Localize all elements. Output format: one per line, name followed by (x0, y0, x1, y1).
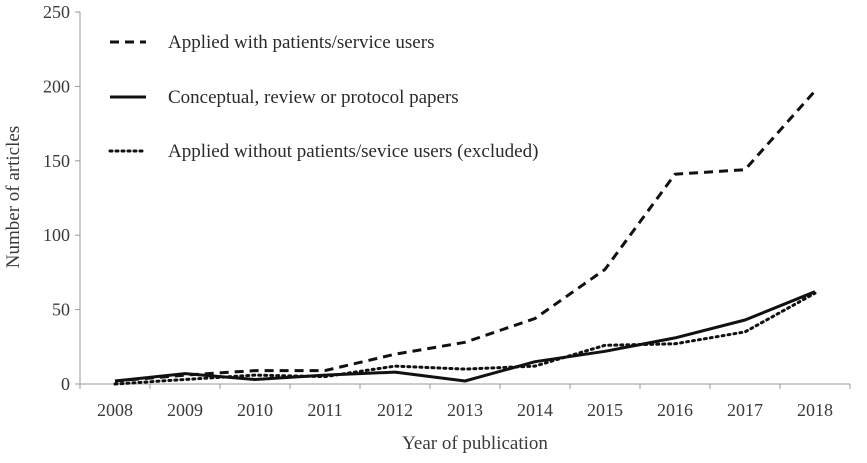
y-tick-label: 100 (43, 225, 70, 245)
x-tick-label: 2009 (167, 400, 203, 420)
y-tick-label: 50 (52, 300, 70, 320)
y-tick-label: 250 (43, 2, 70, 22)
x-tick-label: 2016 (657, 400, 693, 420)
y-tick-label: 200 (43, 76, 70, 96)
legend: Applied with patients/service users Conce… (108, 32, 538, 162)
series-line-3 (113, 291, 817, 386)
legend-label-2: Conceptual, review or protocol papers (168, 87, 459, 108)
x-tick-labels: 2008 2009 2010 2011 2012 2013 2014 2015 2016 2017… (79, 384, 851, 420)
x-tick-label: 2017 (727, 400, 763, 420)
series-line-1 (114, 89, 817, 383)
x-tick-label: 2012 (377, 400, 413, 420)
y-axis-title: Number of articles (3, 126, 24, 268)
x-tick-label: 2011 (307, 400, 342, 420)
axes (79, 12, 850, 385)
y-tick-labels: 0 50 100 150 200 250 (43, 2, 80, 394)
y-tick-label: 0 (61, 374, 70, 394)
y-tick-label: 150 (43, 151, 70, 171)
legend-label-3: Applied without patients/sevice users (e… (168, 141, 538, 162)
x-tick-label: 2018 (797, 400, 833, 420)
x-axis-title: Year of publication (402, 433, 548, 454)
series-lines (113, 89, 817, 386)
x-tick-label: 2013 (447, 400, 483, 420)
x-tick-label: 2010 (237, 400, 273, 420)
x-tick-label: 2015 (587, 400, 623, 420)
x-tick-label: 2008 (97, 400, 133, 420)
x-tick-label: 2014 (517, 400, 553, 420)
legend-label-1: Applied with patients/service users (168, 32, 434, 53)
